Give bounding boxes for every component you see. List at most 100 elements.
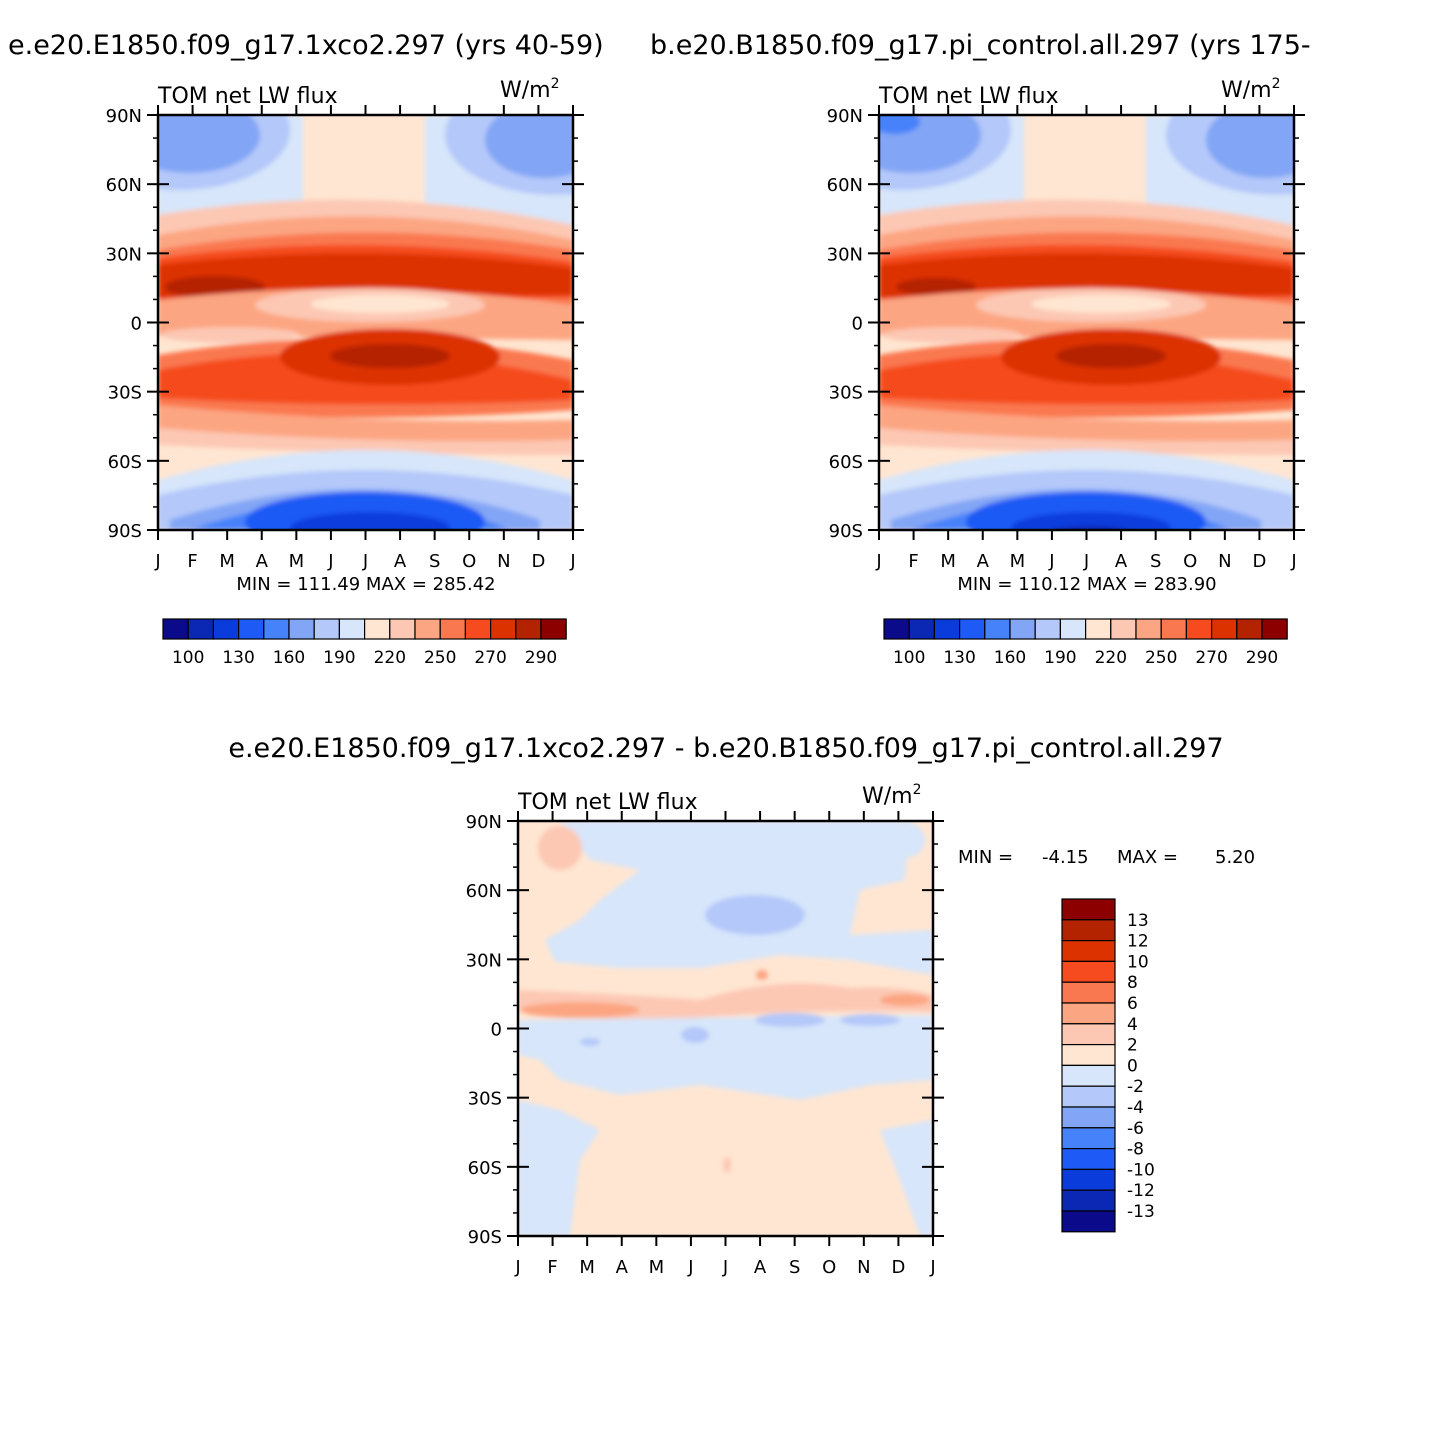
colorbar-box [364, 618, 391, 640]
x-tick-label: M [289, 551, 305, 572]
colorbar-label: 130 [222, 648, 254, 668]
colorbar-box [1061, 1064, 1116, 1087]
min-value: -4.15 [1042, 847, 1089, 868]
colorbar-box [162, 618, 189, 640]
colorbar-box [1061, 1127, 1116, 1150]
colorbar-label: 12 [1127, 932, 1149, 952]
x-tick-label: A [977, 551, 990, 572]
colorbar-box [933, 618, 961, 640]
units-label: W/m2 [500, 76, 560, 103]
x-tick-label: S [1150, 551, 1161, 572]
colorbar-box [1009, 618, 1036, 640]
colorbar: 100 130 160 190 220 250 270 290 [162, 618, 567, 668]
colorbar-box [490, 618, 517, 640]
colorbar-box [1061, 1147, 1116, 1170]
colorbar-label: 270 [1195, 648, 1227, 668]
colorbar-label: 6 [1127, 994, 1138, 1014]
colorbar-box [1110, 618, 1137, 640]
colorbar-box [338, 618, 366, 640]
x-tick-label: M [1010, 551, 1026, 572]
x-tick-label: D [1252, 551, 1266, 572]
colorbar-box [1210, 618, 1238, 640]
colorbar-label: 130 [943, 648, 975, 668]
colorbar-label: 13 [1127, 911, 1149, 931]
x-tick-label: J [514, 1257, 520, 1278]
colorbar-label: -12 [1127, 1181, 1155, 1201]
y-tick-label: 90S [829, 521, 863, 542]
y-tick-label: 60N [106, 175, 142, 196]
units-label: W/m2 [862, 782, 922, 809]
colorbar-label: -6 [1127, 1119, 1144, 1139]
colorbar-label: 4 [1127, 1015, 1138, 1035]
y-tick-label: 90S [468, 1227, 502, 1248]
min-label: MIN = [958, 847, 1013, 868]
y-tick-label: 30S [468, 1089, 502, 1110]
colorbar-box [187, 618, 214, 640]
panel-top-left: e.e20.E1850.f09_g17.1xco2.297 (yrs 40-59… [8, 30, 604, 668]
colorbar-box [1061, 960, 1116, 983]
y-tick-label: 60S [468, 1158, 502, 1179]
colorbar-box [288, 618, 315, 640]
y-axis: 90N 60N 30N 0 30S 60S 90S [827, 106, 1305, 542]
colorbar-label: 190 [1044, 648, 1076, 668]
x-tick-label: O [462, 551, 476, 572]
x-tick-label: D [891, 1257, 905, 1278]
x-tick-label: J [722, 1257, 728, 1278]
y-tick-label: 30N [466, 950, 502, 971]
y-tick-label: 90N [466, 812, 502, 833]
colorbar-box [1185, 618, 1213, 640]
x-tick-label: N [497, 551, 510, 572]
colorbar-label: 8 [1127, 973, 1138, 993]
x-tick-label: O [822, 1257, 836, 1278]
y-tick-label: 0 [491, 1020, 502, 1041]
y-tick-label: 30S [108, 383, 142, 404]
x-tick-label: O [1183, 551, 1197, 572]
x-tick-label: A [754, 1257, 767, 1278]
x-tick-label: N [857, 1257, 870, 1278]
colorbar-label: 290 [1246, 648, 1278, 668]
colorbar-box [263, 618, 290, 640]
y-tick-label: 30S [829, 383, 863, 404]
x-tick-label: M [649, 1257, 665, 1278]
colorbar-label: 100 [172, 648, 204, 668]
y-tick-label: 0 [131, 314, 142, 335]
y-tick-label: 30N [827, 244, 863, 265]
y-tick-label: 0 [852, 314, 863, 335]
colorbar-box [389, 618, 416, 640]
colorbar-box [414, 618, 441, 640]
min-max-label: MIN = 111.49 MAX = 285.42 [236, 574, 495, 595]
colorbar-label: 160 [994, 648, 1026, 668]
y-tick-label: 90S [108, 521, 142, 542]
x-tick-label: A [616, 1257, 629, 1278]
colorbar-label: -2 [1127, 1077, 1144, 1097]
colorbar-box [1261, 618, 1288, 640]
x-tick-label: J [1290, 551, 1296, 572]
colorbar-box [540, 618, 567, 640]
colorbar-box [984, 618, 1011, 640]
y-tick-label: 90N [106, 106, 142, 127]
y-tick-label: 90N [827, 106, 863, 127]
x-tick-label: F [908, 551, 918, 572]
colorbar-box [1236, 618, 1263, 640]
colorbar-box [313, 618, 341, 640]
colorbar-label: 100 [893, 648, 925, 668]
x-tick-label: J [362, 551, 368, 572]
colorbar-label: 270 [474, 648, 506, 668]
x-tick-label: M [579, 1257, 595, 1278]
panel-top-right: b.e20.B1850.f09_g17.pi_control.all.297 (… [650, 30, 1311, 668]
colorbar-label: 220 [374, 648, 406, 668]
x-tick-label: A [394, 551, 407, 572]
colorbar-box [908, 618, 936, 640]
colorbar-box [439, 618, 467, 640]
colorbar-label: 0 [1127, 1056, 1138, 1076]
colorbar-box [1061, 1023, 1116, 1046]
x-tick-label: S [789, 1257, 800, 1278]
colorbar-label: 2 [1127, 1036, 1138, 1056]
colorbar-box [464, 618, 492, 640]
contour-plot-area [518, 821, 933, 1236]
colorbar-box [1061, 1085, 1116, 1108]
